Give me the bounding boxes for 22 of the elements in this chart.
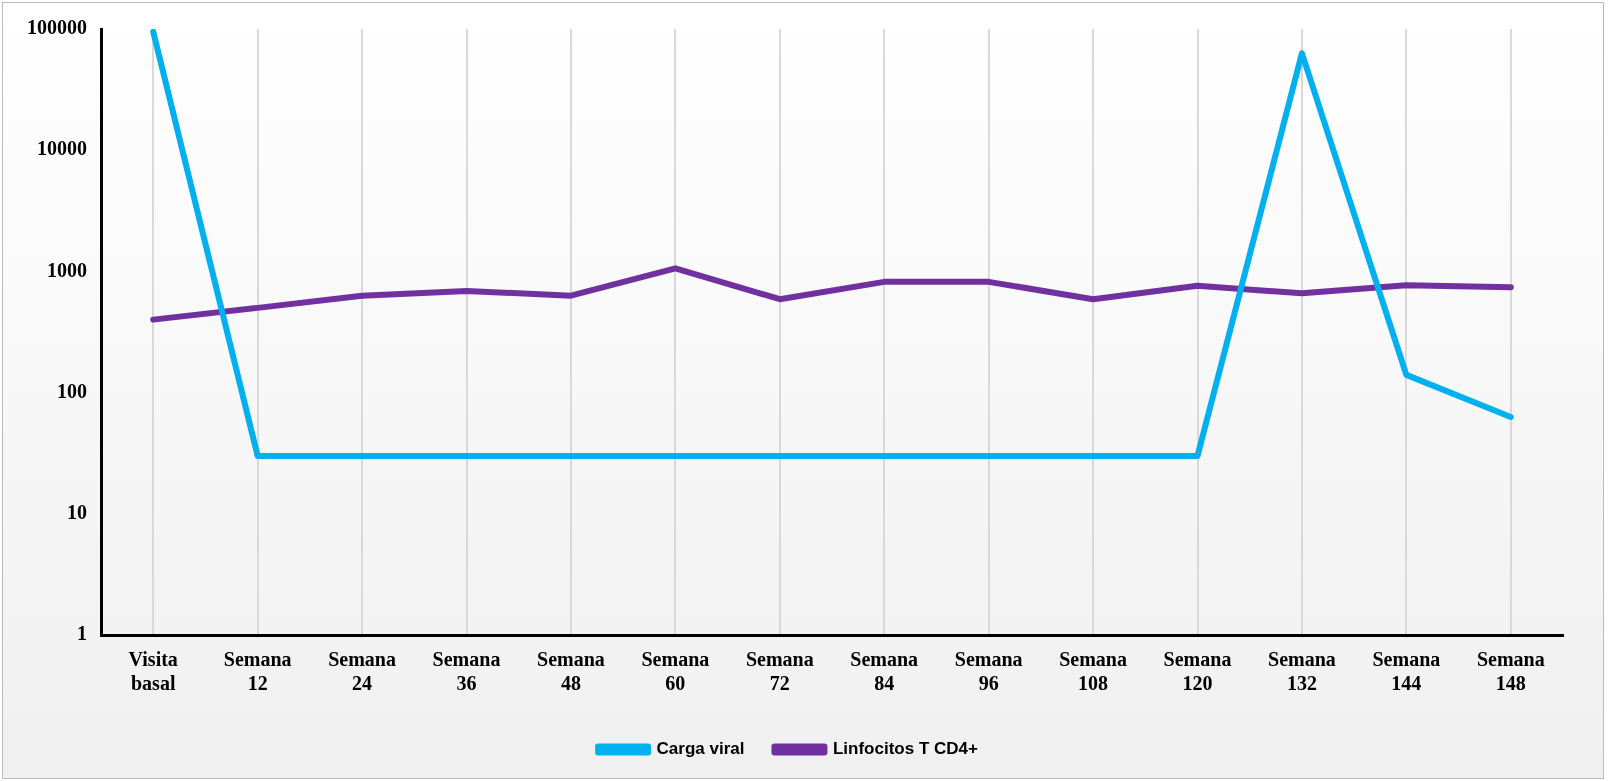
x-tick-label: Semana 24 <box>328 648 396 695</box>
y-tick-label: 1 <box>77 622 87 645</box>
y-tick-label: 10 <box>67 500 87 523</box>
y-tick-label: 1000 <box>47 258 87 281</box>
x-tick-label: Semana 12 <box>223 648 292 695</box>
y-tick-label: 10000 <box>37 137 87 160</box>
x-tick-label: Semana 36 <box>432 648 501 695</box>
x-tick-label: Semana 144 <box>1372 648 1441 695</box>
x-tick-label: Semana 132 <box>1268 648 1336 695</box>
x-tick-label: Semana 84 <box>850 648 919 695</box>
x-tick-label: Semana 148 <box>1476 648 1545 695</box>
legend-label: Carga viral <box>656 739 745 759</box>
x-tick-label: Semana 120 <box>1163 648 1232 695</box>
x-tick-label: Semana 60 <box>641 648 710 695</box>
x-tick-label: Semana 72 <box>745 648 814 695</box>
y-tick-label: 100000 <box>27 16 87 39</box>
x-tick-label: Visita basal <box>128 648 178 695</box>
x-tick-label: Semana 108 <box>1059 648 1127 695</box>
x-tick-label: Semana 48 <box>537 648 605 695</box>
legend-label: Linfocitos T CD4+ <box>832 739 978 759</box>
x-tick-label: Semana 96 <box>954 648 1023 695</box>
y-tick-label: 100 <box>57 379 87 402</box>
